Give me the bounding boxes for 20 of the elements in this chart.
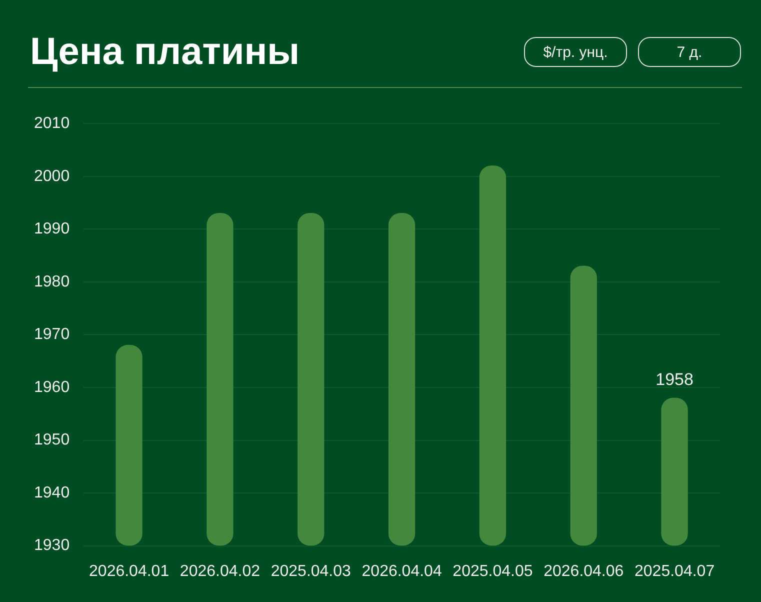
y-tick-label: 1950 bbox=[34, 432, 70, 449]
y-tick-label: 1990 bbox=[34, 220, 70, 238]
x-tick-label: 2025.04.07 bbox=[634, 562, 715, 580]
x-tick-label: 2026.04.04 bbox=[362, 562, 442, 580]
x-tick-label: 2025.04.05 bbox=[452, 562, 533, 580]
chart-title: Цена платины bbox=[30, 31, 300, 73]
x-tick-label: 2026.04.06 bbox=[544, 562, 624, 580]
y-tick-label: 2000 bbox=[34, 168, 70, 185]
y-tick-label: 1960 bbox=[34, 378, 70, 396]
y-tick-label: 1980 bbox=[34, 273, 70, 290]
data-label: 1958 bbox=[656, 370, 694, 390]
pill-button: $/тр. унц. bbox=[524, 37, 627, 67]
x-tick-label: 2026.04.02 bbox=[180, 562, 260, 580]
x-tick-label: 2025.04.03 bbox=[270, 562, 352, 580]
y-tick-label: 2010 bbox=[34, 115, 70, 132]
y-tick-label: 1970 bbox=[34, 326, 70, 344]
x-tick-label: 2026.04.01 bbox=[89, 562, 170, 580]
pill-button: 7 д. bbox=[638, 37, 741, 67]
y-tick-label: 1940 bbox=[34, 484, 70, 502]
y-tick-label: 1930 bbox=[34, 537, 70, 554]
